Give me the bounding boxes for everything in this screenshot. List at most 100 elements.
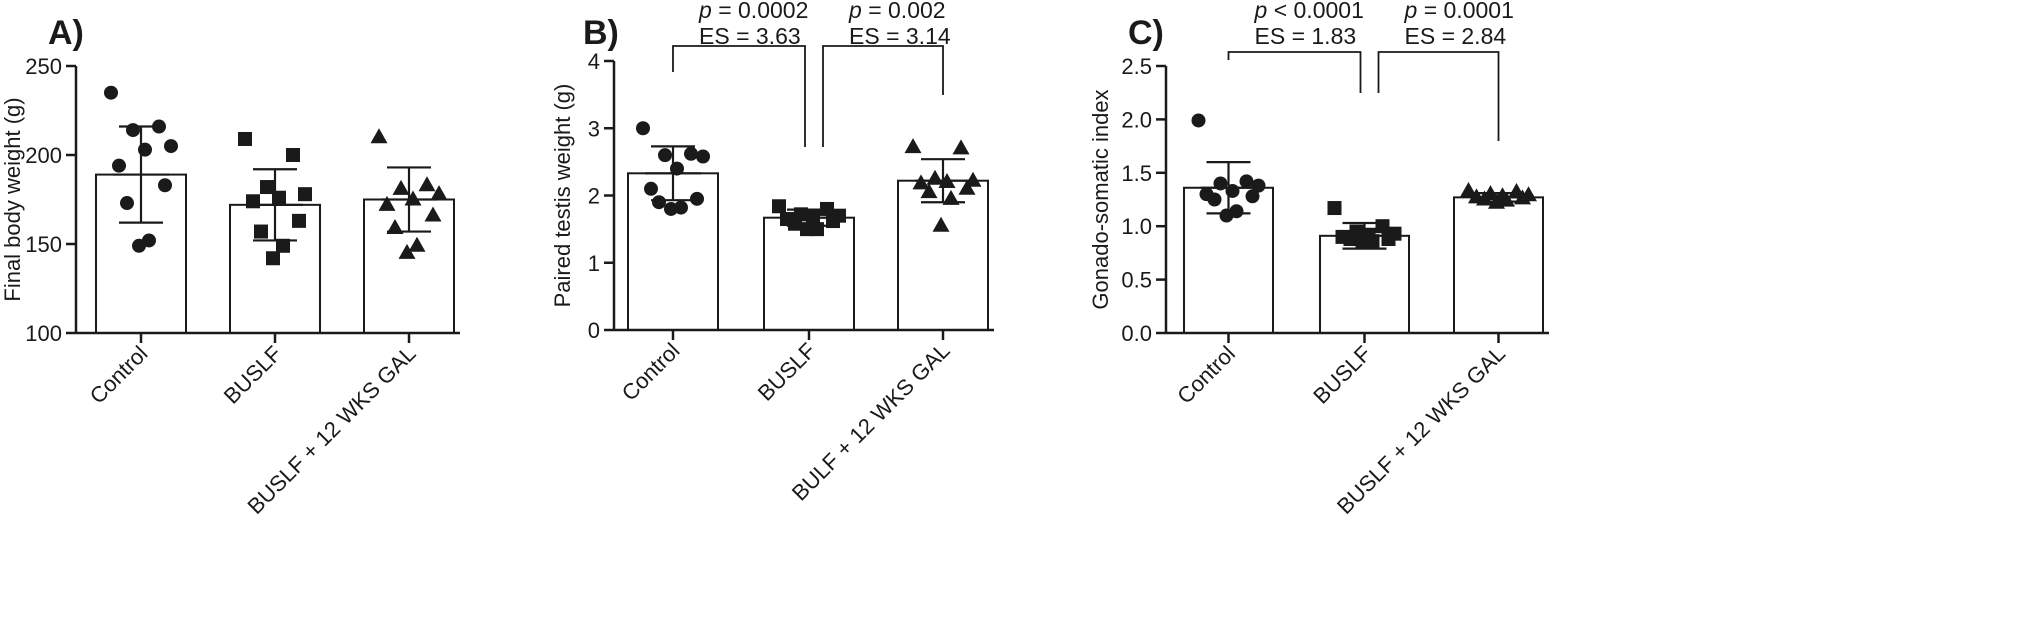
data-point [1207,192,1222,207]
data-point [260,180,274,195]
x-tick-label: BUSLF [219,341,287,409]
data-point [132,238,146,253]
data-point [800,222,814,237]
panel-label: A) [48,14,84,52]
data-point [120,196,134,211]
data-point [644,181,658,196]
data-point [920,183,938,199]
data-point [788,216,802,231]
data-point [386,218,404,234]
data-point [430,185,448,201]
panel-b: B) 0 1 2 3 4 Paired testis weight (g) Control BU… [550,0,994,506]
data-point [1245,189,1260,204]
x-tick-label: Control [85,341,153,409]
data-point [690,191,704,206]
y-tick-label: 3 [588,116,600,141]
panel-label: C) [1128,14,1164,52]
data-point [418,176,436,192]
data-point [158,178,172,193]
x-tick-label: Control [617,338,685,406]
data-point [238,131,252,146]
data-point [932,216,950,232]
data-point [292,213,306,228]
data-point [112,158,126,173]
bar [1319,234,1410,334]
y-tick-label: 1.0 [1121,214,1152,239]
y-axis-label: Gonado-somatic index [1088,89,1113,309]
y-tick-label: 100 [25,321,62,346]
data-point [1498,191,1515,207]
p-value-label: p < 0.0001 [1254,0,1364,23]
data-point [772,199,786,214]
data-point [1381,232,1396,247]
data-point [664,201,678,216]
data-point [398,243,416,259]
data-point [912,174,930,190]
y-tick-label: 1.5 [1121,161,1152,186]
p-value-label: p = 0.002 [848,0,946,23]
data-point [942,189,960,205]
y-tick-label: 0 [588,318,600,343]
y-tick-label: 150 [25,232,62,257]
data-point [266,251,280,266]
data-point [298,187,312,202]
data-point [286,148,300,162]
data-point [1375,219,1390,234]
data-point [104,85,118,100]
data-point [1191,113,1206,128]
data-point [658,148,672,163]
data-point [1327,201,1342,216]
data-point [904,138,922,154]
y-tick-label: 2.5 [1121,54,1152,79]
data-point [926,169,944,185]
data-point [684,146,698,161]
data-point [246,194,260,209]
data-point [1251,178,1266,193]
panel-label: B) [583,14,619,52]
p-value-label: p = 0.0002 [698,0,808,23]
significance-bracket [822,45,944,147]
data-point [408,236,426,252]
data-point [276,238,290,253]
data-point [696,149,710,164]
y-tick-label: 2 [588,184,600,209]
data-point [378,195,396,211]
effect-size-label: ES = 2.84 [1405,23,1507,49]
y-tick-label: 200 [25,143,62,168]
y-tick-label: 0.0 [1121,321,1152,346]
effect-size-label: ES = 3.63 [699,23,801,49]
effect-size-label: ES = 1.83 [1255,23,1357,49]
significance-bracket [1377,51,1500,141]
significance-bracket [1227,51,1362,93]
y-tick-label: 2.0 [1121,107,1152,132]
data-point [1355,235,1370,250]
data-point [370,128,388,144]
x-tick-label: BUSLF [753,338,821,406]
data-point [424,206,442,222]
effect-size-label: ES = 3.14 [849,23,951,49]
x-tick-label: Control [1172,341,1240,409]
y-tick-label: 1 [588,251,600,276]
bar [763,216,855,332]
bar [1453,196,1544,334]
data-point [1219,208,1234,223]
data-point [952,139,970,155]
x-tick-label: BUSLF [1308,341,1376,409]
data-point [652,195,666,210]
significance-bracket [672,45,806,147]
data-point [958,179,976,195]
y-tick-label: 0.5 [1121,268,1152,293]
data-point [126,123,140,138]
data-point [1343,232,1358,247]
y-axis-label: Paired testis weight (g) [550,84,575,308]
data-point [254,224,268,239]
p-value-label: p = 0.0001 [1404,0,1514,23]
data-point [636,121,650,136]
panel-c: C) 0.0 0.5 1.0 1.5 2.0 2.5 Gonado-somatic index… [1088,0,1549,519]
data-point [1239,174,1254,189]
data-point [1460,181,1477,197]
y-axis-label: Final body weight (g) [0,97,25,301]
y-tick-label: 4 [588,49,600,74]
